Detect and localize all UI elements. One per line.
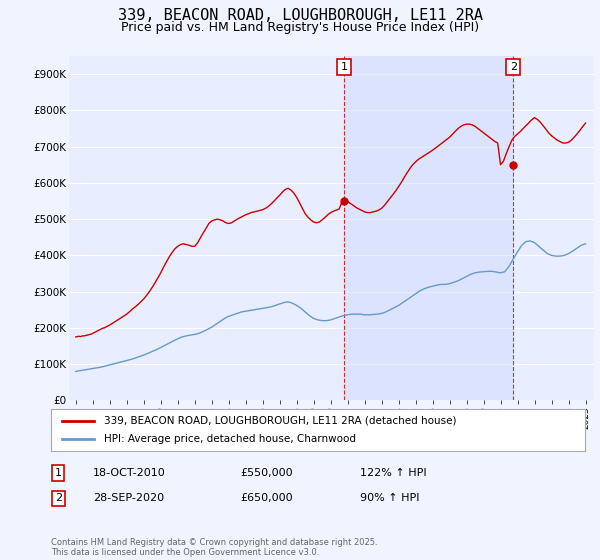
Text: £550,000: £550,000 <box>240 468 293 478</box>
Text: 28-SEP-2020: 28-SEP-2020 <box>93 493 164 503</box>
Text: Contains HM Land Registry data © Crown copyright and database right 2025.
This d: Contains HM Land Registry data © Crown c… <box>51 538 377 557</box>
Text: 339, BEACON ROAD, LOUGHBOROUGH, LE11 2RA: 339, BEACON ROAD, LOUGHBOROUGH, LE11 2RA <box>118 8 482 24</box>
Text: HPI: Average price, detached house, Charnwood: HPI: Average price, detached house, Char… <box>104 434 356 444</box>
Bar <box>344 56 513 400</box>
Text: 18-OCT-2010: 18-OCT-2010 <box>93 468 166 478</box>
Text: 1: 1 <box>55 468 62 478</box>
Text: 90% ↑ HPI: 90% ↑ HPI <box>360 493 419 503</box>
Text: 339, BEACON ROAD, LOUGHBOROUGH, LE11 2RA (detached house): 339, BEACON ROAD, LOUGHBOROUGH, LE11 2RA… <box>104 416 457 426</box>
Text: Price paid vs. HM Land Registry's House Price Index (HPI): Price paid vs. HM Land Registry's House … <box>121 21 479 34</box>
Text: 2: 2 <box>55 493 62 503</box>
Text: 1: 1 <box>341 62 348 72</box>
Text: 2: 2 <box>510 62 517 72</box>
Text: £650,000: £650,000 <box>240 493 293 503</box>
Text: 122% ↑ HPI: 122% ↑ HPI <box>360 468 427 478</box>
